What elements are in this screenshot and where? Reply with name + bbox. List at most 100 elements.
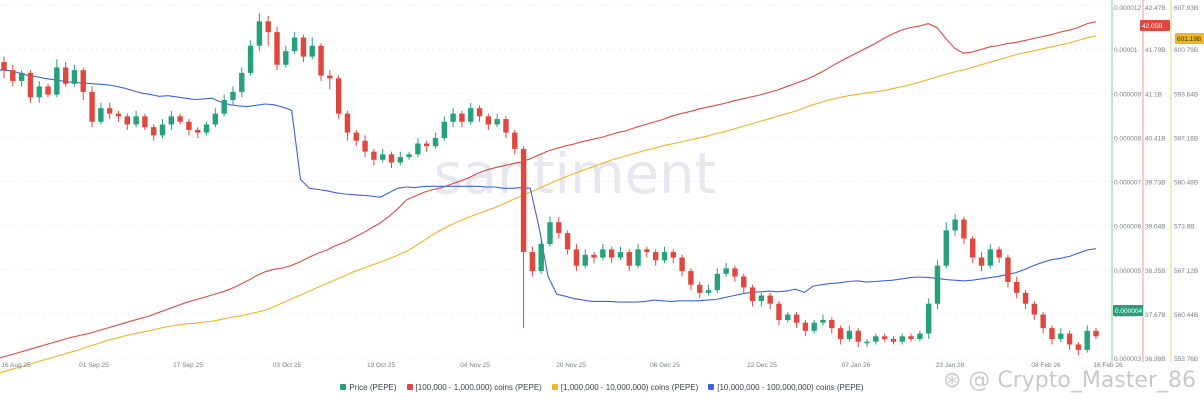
candle-body: [1058, 333, 1064, 339]
candle-body: [547, 222, 553, 244]
candle-body: [291, 37, 298, 52]
price-axis-tick: 0.000012: [1114, 5, 1141, 12]
x-tick-label: 16 Aug 25: [1, 362, 31, 369]
legend-item-1m-10m[interactable]: [1,000,000 - 10,000,000) coins (PEPE): [551, 382, 699, 392]
price-axis-tick: 0.000009: [1114, 91, 1141, 98]
legend-label-100k-1m: [100,000 - 1,000,000) coins (PEPE): [415, 382, 542, 392]
santiment-watermark: santiment: [434, 142, 717, 207]
candle-body: [1040, 314, 1046, 329]
candle-body: [1084, 330, 1090, 350]
legend-item-100k-1m[interactable]: [100,000 - 1,000,000) coins (PEPE): [406, 382, 542, 392]
candle-body: [10, 70, 16, 82]
x-tick-label: 03 Oct 25: [273, 362, 302, 369]
x-tick-label: 06 Dec 25: [650, 362, 680, 369]
candle-body: [80, 70, 86, 92]
x-tick-label: 16 Feb 26: [1093, 362, 1123, 369]
mid-axis-tick: 39.73B: [1145, 180, 1166, 187]
outer-axis-tick: 607.93B: [1174, 5, 1198, 12]
candle-body: [943, 230, 949, 266]
candle-body: [820, 319, 826, 323]
price-current-badge-bg: [1113, 305, 1143, 316]
mid-current-badge: 42.05B: [1142, 23, 1163, 30]
legend-label-1m-10m: [1,000,000 - 10,000,000) coins (PEPE): [560, 382, 699, 392]
candle-body: [71, 70, 78, 84]
legend-item-price[interactable]: Price (PEPE): [340, 383, 397, 392]
price-axis-tick: 0.000007: [1114, 180, 1141, 187]
outer-axis-tick: 593.64B: [1174, 91, 1198, 98]
candle-body: [1031, 303, 1038, 315]
mid-axis-tick: 37.67B: [1145, 312, 1166, 319]
candle-body: [793, 314, 800, 323]
candle-body: [846, 330, 853, 339]
candle-body: [512, 132, 518, 149]
candle-body: [274, 32, 280, 65]
candle-body: [476, 108, 483, 117]
candle-body: [626, 252, 632, 266]
candle-body: [503, 119, 509, 133]
legend-item-10m-100m[interactable]: [10,000,000 - 100,000,000) coins (PEPE): [708, 382, 864, 392]
candle-body: [917, 333, 923, 339]
candle-body: [1005, 257, 1011, 282]
candle-body: [177, 116, 183, 122]
candle-body: [1022, 292, 1029, 304]
outer-current-badge: 601.19B: [1177, 36, 1201, 43]
candle-body: [485, 116, 492, 125]
candle-body: [520, 148, 527, 253]
candle-body: [1066, 333, 1073, 345]
candle-body: [538, 243, 544, 272]
candle-body: [230, 91, 236, 101]
candle-body: [802, 322, 809, 331]
candle-body: [468, 108, 474, 122]
price-axis-tick: 0.000006: [1114, 224, 1141, 231]
candle-body: [679, 257, 685, 272]
candle-body: [424, 143, 430, 147]
outer-axis-tick: 560.44B: [1174, 312, 1198, 319]
outer-axis-tick: 573.8B: [1174, 224, 1195, 231]
candle-body: [195, 129, 201, 133]
candle-body: [459, 113, 465, 122]
candle-body: [36, 86, 42, 98]
x-tick-label: 17 Sep 25: [173, 362, 203, 369]
candle-body: [899, 336, 905, 342]
x-tick-label: 19 Oct 25: [367, 362, 396, 369]
x-tick-label: 07 Jan 26: [842, 362, 871, 369]
candle-body: [987, 249, 994, 266]
candle-body: [864, 341, 870, 344]
candle-body: [362, 140, 368, 152]
candle-body: [186, 121, 192, 130]
candle-body: [670, 252, 676, 258]
candle-body: [1049, 328, 1055, 339]
candle-body: [758, 295, 765, 301]
candle-body: [344, 113, 351, 133]
outer-axis-tick: 580.48B: [1174, 180, 1198, 187]
candle-body: [591, 254, 597, 258]
candle-body: [203, 124, 210, 133]
candle-body: [388, 154, 395, 163]
candle-body: [573, 249, 580, 266]
candle-body: [115, 113, 122, 117]
price-axis-tick: 0.000005: [1114, 268, 1141, 275]
candle-body: [890, 338, 897, 342]
price-axis-tick: 0.00001: [1114, 47, 1138, 54]
candle-body: [934, 265, 941, 304]
candle-body: [133, 116, 139, 125]
legend-label-10m-100m: [10,000,000 - 100,000,000) coins (PEPE): [717, 382, 864, 392]
x-tick-label: 08 Feb 26: [1031, 362, 1061, 369]
outer-axis-tick: 600.79B: [1174, 47, 1198, 54]
candle-body: [265, 21, 271, 33]
candle-body: [318, 45, 324, 76]
candle-body: [600, 249, 606, 258]
candle-body: [837, 328, 844, 339]
price-axis-tick: 0.000008: [1114, 135, 1141, 142]
mid-axis-tick: 41.79B: [1145, 47, 1166, 54]
camera-icon: ⊛: [942, 368, 962, 393]
series-line-10-000-000-100-000-000-coins-pepe: [0, 69, 1097, 303]
candle-body: [661, 252, 668, 261]
x-tick-label: 20 Nov 25: [556, 362, 586, 369]
outer-current-badge-bg: [1175, 33, 1204, 44]
legend-swatch-1m-10m: [551, 384, 558, 390]
candle-body: [688, 271, 694, 285]
candle-body: [697, 284, 703, 293]
candle-body: [556, 222, 562, 234]
